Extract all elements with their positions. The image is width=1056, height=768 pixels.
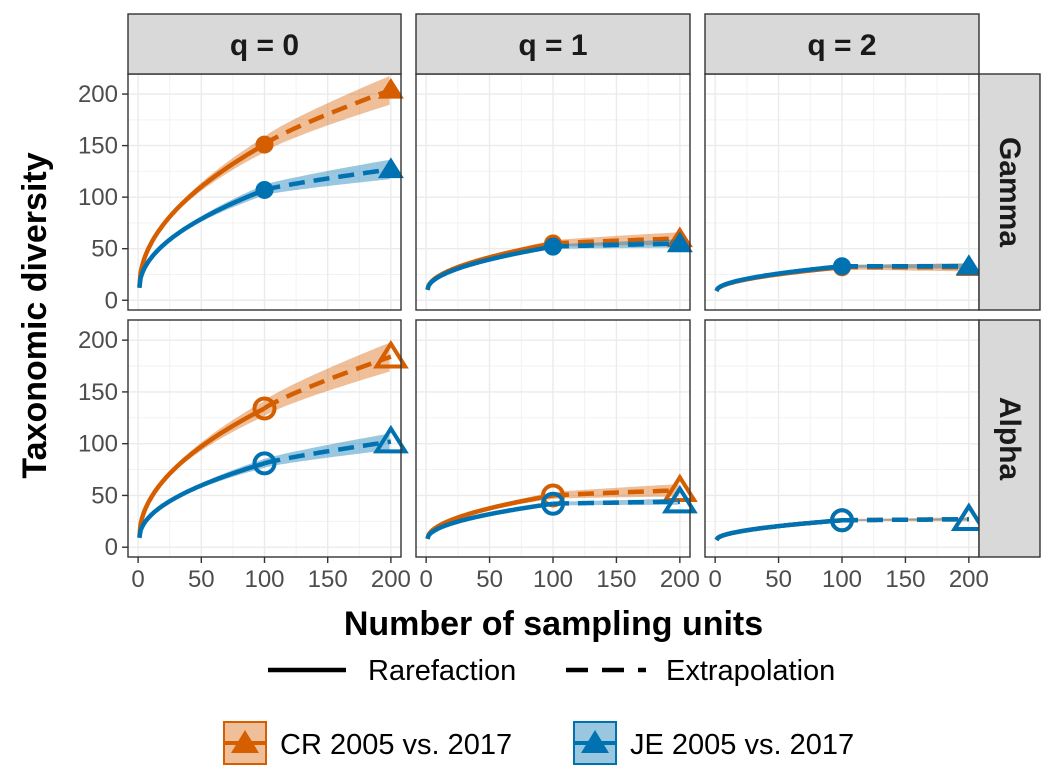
extrapolated-point-cr-2005-vs-2017 xyxy=(377,77,404,99)
y-tick-label: 150 xyxy=(78,379,118,406)
x-tick-label: 50 xyxy=(765,566,792,593)
rarefaction-line-cr-2005-vs-2017 xyxy=(137,406,266,538)
extrapolation-line-je-2005-vs-2017 xyxy=(842,517,969,523)
extrapolated-point-je-2005-vs-2017 xyxy=(372,424,409,454)
y-tick-label: 200 xyxy=(78,81,118,108)
legend-rarefaction-label: Rarefaction xyxy=(368,655,516,687)
extrapolation-line-je-2005-vs-2017 xyxy=(263,439,392,466)
legend-series-key-triangle xyxy=(581,730,609,753)
confidence-band-cr-2005-vs-2017 xyxy=(716,263,968,291)
observed-point-je-2005-vs-2017 xyxy=(830,508,854,533)
y-tick-label: 200 xyxy=(78,327,118,354)
y-tick-label: 150 xyxy=(78,133,118,160)
y-tick-label: 0 xyxy=(105,287,118,314)
rarefaction-line-je-2005-vs-2017 xyxy=(137,461,266,539)
extrapolation-line-cr-2005-vs-2017 xyxy=(552,488,680,498)
extrapolation-line-je-2005-vs-2017 xyxy=(263,167,392,193)
x-tick-label: 200 xyxy=(949,566,989,593)
extrapolation-line-cr-2005-vs-2017 xyxy=(552,236,680,246)
legend-method: Rarefaction Extrapolation xyxy=(268,655,835,687)
legend-series-label: JE 2005 vs. 2017 xyxy=(630,729,854,761)
column-strip-3 xyxy=(704,13,980,75)
extrapolation-line-cr-2005-vs-2017 xyxy=(263,87,392,147)
x-tick-label: 0 xyxy=(708,566,721,593)
observed-point-je-2005-vs-2017 xyxy=(833,257,851,276)
panel-gamma-col2 xyxy=(415,73,693,311)
panel-alpha-col3: 0 50 100 150 200 xyxy=(704,319,989,593)
observed-point-cr-2005-vs-2017 xyxy=(255,135,274,154)
x-axis-title: Number of sampling units xyxy=(344,605,763,643)
observed-point-je-2005-vs-2017 xyxy=(252,451,277,476)
y-tick-label: 100 xyxy=(78,431,118,458)
legend-series: CR 2005 vs. 2017 JE 2005 vs. 2017 xyxy=(223,721,854,765)
confidence-band-cr-2005-vs-2017 xyxy=(139,76,390,287)
extrapolation-line-cr-2005-vs-2017 xyxy=(263,354,392,411)
panel-gamma-col3 xyxy=(704,73,982,311)
legend-series-key-triangle xyxy=(231,730,259,753)
x-tick-label: 150 xyxy=(308,566,348,593)
extrapolation-line-je-2005-vs-2017 xyxy=(553,241,680,249)
rarefaction-line-je-2005-vs-2017 xyxy=(714,518,843,542)
x-tick-label: 200 xyxy=(660,566,700,593)
x-tick-label: 0 xyxy=(131,566,144,593)
rarefaction-line-je-2005-vs-2017 xyxy=(425,501,554,540)
extrapolated-point-je-2005-vs-2017 xyxy=(666,231,693,253)
column-strip-label: q = 1 xyxy=(518,29,587,62)
x-tick-label: 50 xyxy=(476,566,503,593)
rarefaction-line-cr-2005-vs-2017 xyxy=(137,142,266,288)
confidence-band-cr-2005-vs-2017 xyxy=(139,342,390,537)
column-strip-2 xyxy=(415,13,691,75)
column-strip-label: q = 0 xyxy=(230,29,299,62)
x-tick-label: 100 xyxy=(822,566,862,593)
extrapolated-point-je-2005-vs-2017 xyxy=(950,502,987,532)
panel-gamma-col1: 0 50 100 150 200 xyxy=(78,73,404,314)
x-tick-label: 150 xyxy=(885,566,925,593)
observed-point-je-2005-vs-2017 xyxy=(541,491,565,516)
observed-point-je-2005-vs-2017 xyxy=(544,237,562,256)
rarefaction-line-cr-2005-vs-2017 xyxy=(425,493,554,540)
extrapolation-line-je-2005-vs-2017 xyxy=(553,499,680,506)
x-tick-label: 100 xyxy=(244,566,284,593)
extrapolated-point-je-2005-vs-2017 xyxy=(661,484,698,514)
column-strip-1 xyxy=(127,13,402,75)
x-tick-label: 100 xyxy=(533,566,573,593)
x-tick-label: 150 xyxy=(596,566,636,593)
row-strip-gamma xyxy=(978,73,1041,311)
rarefaction-line-je-2005-vs-2017 xyxy=(137,187,266,289)
row-strip-alpha xyxy=(978,319,1041,558)
y-tick-label: 100 xyxy=(78,184,118,211)
panel-alpha-col2: 0 50 100 150 200 xyxy=(415,319,700,593)
extrapolated-point-cr-2005-vs-2017 xyxy=(372,339,409,369)
x-tick-label: 0 xyxy=(419,566,432,593)
observed-point-cr-2005-vs-2017 xyxy=(252,396,277,421)
x-tick-label: 200 xyxy=(371,566,411,593)
extrapolated-point-je-2005-vs-2017 xyxy=(955,254,982,275)
row-strip-label: Gamma xyxy=(993,137,1026,247)
observed-point-je-2005-vs-2017 xyxy=(255,180,274,199)
legend-series-label: CR 2005 vs. 2017 xyxy=(280,729,512,761)
x-tick-label: 50 xyxy=(188,566,215,593)
legend-extrapolation-label: Extrapolation xyxy=(666,655,835,687)
rarefaction-line-je-2005-vs-2017 xyxy=(425,244,554,291)
row-strip-label: Alpha xyxy=(993,397,1026,481)
y-axis-title: Taxonomic diversity xyxy=(16,152,54,478)
panel-alpha-col1: 0 50 100 150 200 0 50 100 150 200 xyxy=(78,319,411,593)
extrapolated-point-je-2005-vs-2017 xyxy=(377,157,404,179)
y-tick-label: 0 xyxy=(105,534,118,561)
rarefaction-line-je-2005-vs-2017 xyxy=(714,263,843,293)
y-tick-label: 50 xyxy=(91,482,118,509)
y-tick-label: 50 xyxy=(91,236,118,263)
column-strip-label: q = 2 xyxy=(807,29,876,62)
